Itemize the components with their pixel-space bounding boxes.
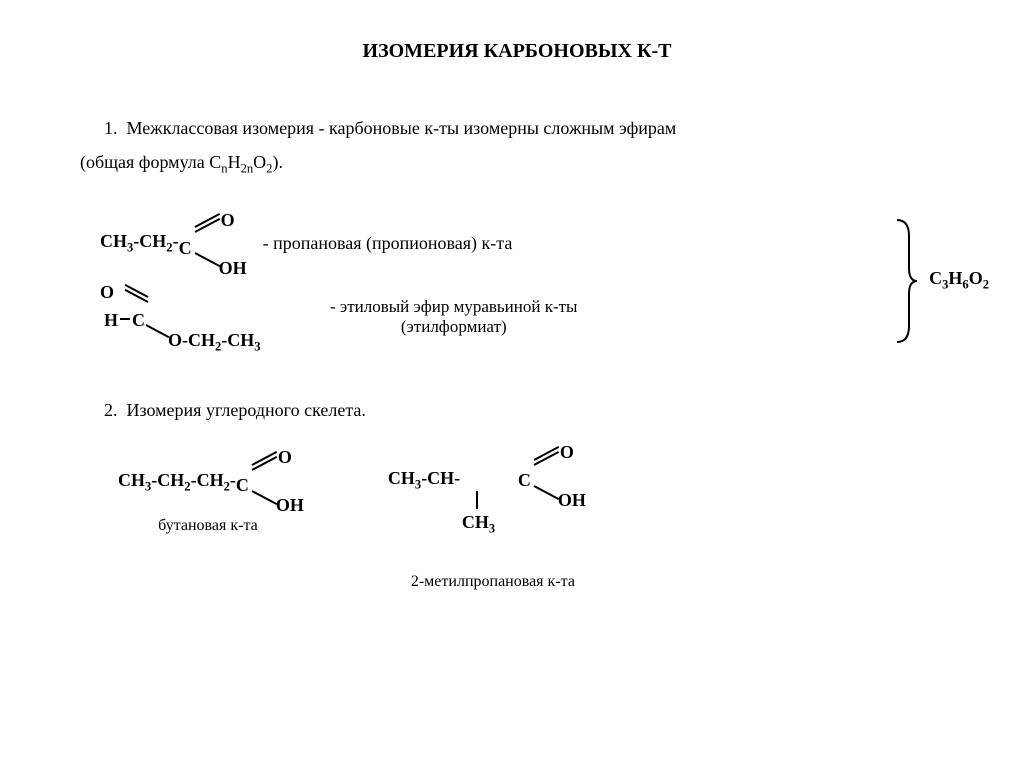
section-2-text: Изомерия углеродного скелета. <box>127 400 366 420</box>
ester-label-line2: (этилформиат) <box>401 317 507 336</box>
section-1-line2-prefix: (общая формула <box>80 152 209 172</box>
molecular-formula-group: C3H6O2 <box>893 216 989 346</box>
section-2-number: 2. <box>104 400 118 420</box>
section-1-line2-suffix: ). <box>272 152 283 172</box>
main-chain: CH3-CH- <box>388 469 460 491</box>
single-bond-icon <box>120 318 130 320</box>
section-1-line1: Межклассовая изомерия - карбоновые к-ты … <box>127 118 677 138</box>
double-bond-icon <box>534 459 562 473</box>
hydroxyl-group: OH <box>219 258 247 279</box>
curly-bracket-icon <box>893 216 917 346</box>
carbon-atom: C <box>518 471 531 489</box>
butanoic-acid-block: CH3-CH2-CH2- C O OH бутановая к-та <box>118 451 298 535</box>
double-bond-icon <box>122 296 150 310</box>
carboxyl-group-icon: C O OH <box>236 454 298 510</box>
single-bond-icon <box>146 324 170 338</box>
hydroxyl-group: OH <box>276 496 304 514</box>
section-1-paragraph: 1. Межклассовая изомерия - карбоновые к-… <box>80 111 954 182</box>
double-bond-icon <box>252 464 280 478</box>
carbon-atom: C <box>236 476 249 494</box>
oxygen-atom: O <box>560 443 574 461</box>
methyl-branch: CH3 <box>462 513 495 535</box>
carbon-atom: C <box>132 310 145 331</box>
ester-label: - этиловый эфир муравьиной к-ты (этилфор… <box>330 297 577 337</box>
methylpropanoic-acid-block: CH3-CH- CH3 C O OH 2-метилпропановая к-т… <box>388 451 598 591</box>
propanoic-acid-row: CH3-CH2- C O OH - пропановая (пропионова… <box>100 216 954 272</box>
ester-group-icon: O H C O-CH2-CH3 <box>128 288 308 346</box>
ester-label-line1: - этиловый эфир муравьиной к-ты <box>330 297 577 316</box>
methylpropanoic-acid-name: 2-метилпропановая к-та <box>411 573 575 591</box>
single-bond-icon <box>194 252 220 267</box>
acid-label: - пропановая (пропионовая) к-та <box>263 233 513 254</box>
single-bond-icon <box>251 490 277 505</box>
butanoic-acid-structure: CH3-CH2-CH2- C O OH <box>118 451 298 513</box>
ethyl-formate-row: O H C O-CH2-CH3 - этиловый эфир муравьин… <box>100 288 954 346</box>
hydroxyl-group: OH <box>558 491 586 509</box>
butanoic-acid-name: бутановая к-та <box>158 517 258 535</box>
page: ИЗОМЕРИЯ КАРБОНОВЫХ К-Т 1. Межклассовая … <box>0 0 1024 611</box>
oxygen-atom: O <box>100 282 114 303</box>
general-formula: CnH2nO2 <box>209 152 272 172</box>
molecular-formula: C3H6O2 <box>929 268 989 293</box>
isomer-pair-block: CH3-CH2- C O OH - пропановая (пропионова… <box>80 202 954 360</box>
section-2-paragraph: 2. Изомерия углеродного скелета. <box>80 400 954 421</box>
carbon-atom: C <box>179 238 192 259</box>
ester-o-chain: O-CH2-CH3 <box>168 330 261 355</box>
hydrogen-atom: H <box>104 310 118 331</box>
single-bond-icon <box>533 485 559 500</box>
double-bond-icon <box>195 226 223 240</box>
carboxyl-group-icon: C O OH <box>518 449 580 505</box>
carboxyl-group-icon: C O OH <box>179 216 241 272</box>
butanoic-chain: CH3-CH2-CH2- <box>118 471 236 493</box>
skeleton-isomers-row: CH3-CH2-CH2- C O OH бутановая к-та CH3-C… <box>80 451 954 591</box>
acid-chain: CH3-CH2- <box>100 231 179 256</box>
branch-bond-icon <box>476 491 478 509</box>
oxygen-atom: O <box>278 448 292 466</box>
page-title: ИЗОМЕРИЯ КАРБОНОВЫХ К-Т <box>80 40 954 63</box>
oxygen-atom: O <box>221 210 235 231</box>
section-1-number: 1. <box>104 118 118 138</box>
methylpropanoic-structure: CH3-CH- CH3 C O OH <box>388 451 598 551</box>
